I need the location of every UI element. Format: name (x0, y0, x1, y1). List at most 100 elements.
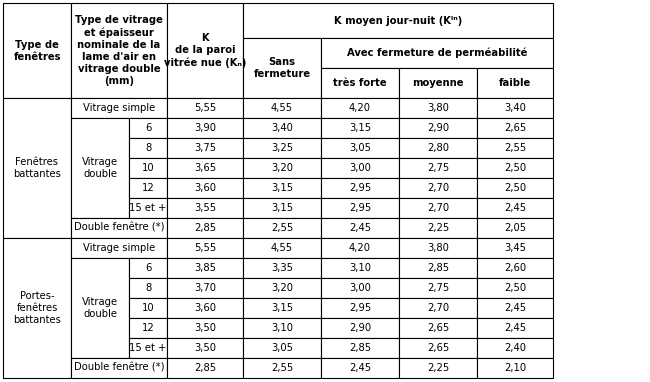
Bar (477, 198, 553, 218)
Bar (167, 118, 243, 138)
Bar (3, 3, 71, 98)
Text: Type de
fenêtres: Type de fenêtres (13, 39, 60, 62)
Text: 2,95: 2,95 (349, 183, 371, 193)
Bar (399, 238, 477, 258)
Bar (477, 218, 553, 238)
Bar (477, 178, 553, 198)
Text: Avec fermeture de perméabilité: Avec fermeture de perméabilité (347, 48, 527, 58)
Text: 3,35: 3,35 (271, 263, 293, 273)
Bar (477, 118, 553, 138)
Text: 3,80: 3,80 (427, 243, 449, 253)
Text: 12: 12 (142, 183, 155, 193)
Text: 2,90: 2,90 (349, 323, 371, 333)
Text: 2,70: 2,70 (427, 303, 449, 313)
Text: 2,70: 2,70 (427, 183, 449, 193)
Bar (243, 318, 321, 338)
Text: 2,25: 2,25 (427, 223, 449, 233)
Bar (477, 278, 553, 298)
Bar (477, 98, 553, 118)
Bar (129, 198, 167, 218)
Bar (243, 138, 321, 158)
Bar (167, 258, 243, 278)
Text: faible: faible (499, 78, 531, 88)
Text: 4,55: 4,55 (271, 243, 293, 253)
Text: 3,40: 3,40 (504, 103, 526, 113)
Bar (243, 358, 321, 378)
Bar (243, 98, 321, 118)
Text: 10: 10 (142, 303, 154, 313)
Text: 2,45: 2,45 (349, 363, 371, 373)
Bar (167, 318, 243, 338)
Bar (167, 3, 243, 98)
Text: 2,65: 2,65 (427, 323, 449, 333)
Bar (167, 338, 243, 358)
Bar (167, 218, 243, 238)
Bar (321, 158, 399, 178)
Text: 3,50: 3,50 (194, 323, 216, 333)
Bar (129, 258, 167, 278)
Text: Double fenêtre (*): Double fenêtre (*) (73, 363, 164, 373)
Text: 3,40: 3,40 (271, 123, 293, 133)
Text: 2,45: 2,45 (504, 303, 526, 313)
Text: 6: 6 (145, 123, 151, 133)
Bar (399, 358, 477, 378)
Bar (167, 278, 243, 298)
Text: 2,75: 2,75 (427, 283, 449, 293)
Text: 2,05: 2,05 (504, 223, 526, 233)
Bar (399, 258, 477, 278)
Text: 2,85: 2,85 (194, 363, 216, 373)
Bar (477, 358, 553, 378)
Text: 6: 6 (145, 263, 151, 273)
Bar (477, 298, 553, 318)
Bar (399, 298, 477, 318)
Bar (167, 198, 243, 218)
Text: 3,15: 3,15 (271, 303, 293, 313)
Bar (321, 338, 399, 358)
Bar (477, 138, 553, 158)
Text: 3,20: 3,20 (271, 163, 293, 173)
Text: 3,85: 3,85 (194, 263, 216, 273)
Text: 2,65: 2,65 (427, 343, 449, 353)
Bar (71, 218, 167, 238)
Bar (321, 38, 553, 68)
Text: 2,45: 2,45 (504, 203, 526, 213)
Bar (321, 218, 399, 238)
Text: K
de la paroi
vitrée nue (Kₙ): K de la paroi vitrée nue (Kₙ) (164, 33, 246, 68)
Text: 3,15: 3,15 (271, 183, 293, 193)
Bar (399, 338, 477, 358)
Text: 2,10: 2,10 (504, 363, 526, 373)
Bar (71, 358, 167, 378)
Text: 2,60: 2,60 (504, 263, 526, 273)
Text: très forte: très forte (333, 78, 387, 88)
Bar (321, 298, 399, 318)
Bar (477, 158, 553, 178)
Bar (129, 138, 167, 158)
Bar (399, 118, 477, 138)
Bar (243, 278, 321, 298)
Bar (477, 238, 553, 258)
Text: 15 et +: 15 et + (129, 343, 166, 353)
Bar (477, 258, 553, 278)
Text: Vitrage
double: Vitrage double (82, 297, 118, 319)
Bar (243, 218, 321, 238)
Bar (321, 258, 399, 278)
Text: Double fenêtre (*): Double fenêtre (*) (73, 223, 164, 233)
Text: 12: 12 (142, 323, 155, 333)
Text: 2,40: 2,40 (504, 343, 526, 353)
Bar (399, 158, 477, 178)
Bar (71, 98, 167, 118)
Bar (321, 98, 399, 118)
Text: 2,55: 2,55 (504, 143, 526, 153)
Text: 2,55: 2,55 (271, 223, 293, 233)
Bar (399, 318, 477, 338)
Bar (321, 238, 399, 258)
Bar (321, 278, 399, 298)
Bar (167, 358, 243, 378)
Text: 3,60: 3,60 (194, 303, 216, 313)
Text: Sans
fermeture: Sans fermeture (254, 57, 311, 79)
Text: 2,70: 2,70 (427, 203, 449, 213)
Text: Portes-
fenêtres
battantes: Portes- fenêtres battantes (13, 291, 61, 325)
Text: 2,85: 2,85 (427, 263, 449, 273)
Bar (129, 158, 167, 178)
Bar (321, 118, 399, 138)
